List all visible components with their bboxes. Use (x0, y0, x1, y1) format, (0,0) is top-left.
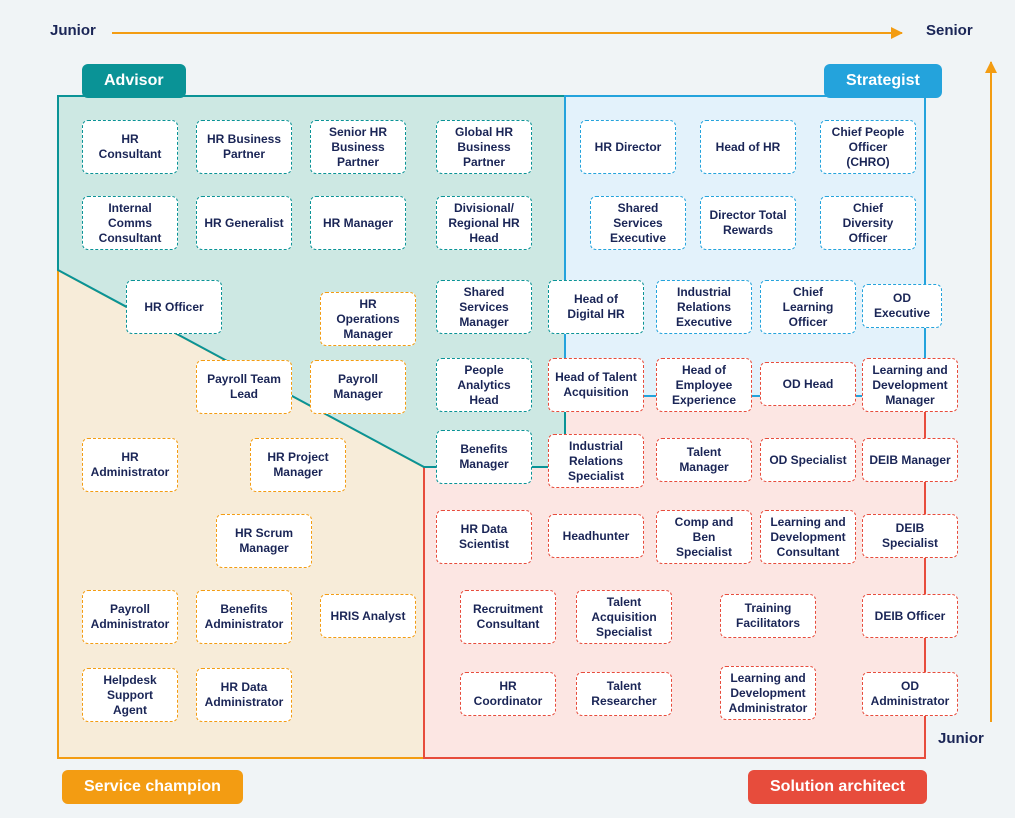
role-payroll-administrator: Payroll Administrator (82, 590, 178, 644)
role-industrial-relations-executive: Industrial Relations Executive (656, 280, 752, 334)
role-od-administrator: OD Administrator (862, 672, 958, 716)
role-training-facilitators: Training Facilitators (720, 594, 816, 638)
role-head-of-talent-acquisition: Head of Talent Acquisition (548, 358, 644, 412)
role-hr-scrum-manager: HR Scrum Manager (216, 514, 312, 568)
hr-careers-quadrant-diagram: Junior Senior Junior Advisor Strategist … (0, 0, 1015, 818)
role-hr-manager: HR Manager (310, 196, 406, 250)
role-hr-data-administrator: HR Data Administrator (196, 668, 292, 722)
role-learning-and-development-administrator: Learning and Development Administrator (720, 666, 816, 720)
role-benefits-administrator: Benefits Administrator (196, 590, 292, 644)
role-hr-director: HR Director (580, 120, 676, 174)
role-headhunter: Headhunter (548, 514, 644, 558)
role-learning-and-development-consultant: Learning and Development Consultant (760, 510, 856, 564)
role-internal-comms-consultant: Internal Comms Consultant (82, 196, 178, 250)
role-global-hr-business-partner: Global HR Business Partner (436, 120, 532, 174)
role-deib-specialist: DEIB Specialist (862, 514, 958, 558)
role-hr-consultant: HR Consultant (82, 120, 178, 174)
role-senior-hr-business-partner: Senior HR Business Partner (310, 120, 406, 174)
role-chief-people-officer-chro: Chief People Officer (CHRO) (820, 120, 916, 174)
quadrant-badge-service-champion: Service champion (62, 770, 243, 804)
role-hr-coordinator: HR Coordinator (460, 672, 556, 716)
role-hris-analyst: HRIS Analyst (320, 594, 416, 638)
role-payroll-manager: Payroll Manager (310, 360, 406, 414)
role-talent-manager: Talent Manager (656, 438, 752, 482)
role-chief-diversity-officer: Chief Diversity Officer (820, 196, 916, 250)
role-hr-data-scientist: HR Data Scientist (436, 510, 532, 564)
role-head-of-employee-experience: Head of Employee Experience (656, 358, 752, 412)
role-hr-officer: HR Officer (126, 280, 222, 334)
role-shared-services-executive: Shared Services Executive (590, 196, 686, 250)
role-talent-researcher: Talent Researcher (576, 672, 672, 716)
role-od-head: OD Head (760, 362, 856, 406)
quadrant-badge-strategist: Strategist (824, 64, 942, 98)
role-head-of-digital-hr: Head of Digital HR (548, 280, 644, 334)
role-recruitment-consultant: Recruitment Consultant (460, 590, 556, 644)
role-divisional-regional-hr-head: Divisional/ Regional HR Head (436, 196, 532, 250)
role-deib-manager: DEIB Manager (862, 438, 958, 482)
role-industrial-relations-specialist: Industrial Relations Specialist (548, 434, 644, 488)
role-hr-business-partner: HR Business Partner (196, 120, 292, 174)
role-learning-and-development-manager: Learning and Development Manager (862, 358, 958, 412)
quadrant-badge-advisor: Advisor (82, 64, 186, 98)
role-shared-services-manager: Shared Services Manager (436, 280, 532, 334)
role-people-analytics-head: People Analytics Head (436, 358, 532, 412)
role-payroll-team-lead: Payroll Team Lead (196, 360, 292, 414)
role-od-executive: OD Executive (862, 284, 942, 328)
role-hr-project-manager: HR Project Manager (250, 438, 346, 492)
quadrant-badge-solution-architect: Solution architect (748, 770, 927, 804)
role-comp-and-ben-specialist: Comp and Ben Specialist (656, 510, 752, 564)
role-hr-administrator: HR Administrator (82, 438, 178, 492)
role-od-specialist: OD Specialist (760, 438, 856, 482)
role-helpdesk-support-agent: Helpdesk Support Agent (82, 668, 178, 722)
role-deib-officer: DEIB Officer (862, 594, 958, 638)
role-chief-learning-officer: Chief Learning Officer (760, 280, 856, 334)
role-hr-operations-manager: HR Operations Manager (320, 292, 416, 346)
role-hr-generalist: HR Generalist (196, 196, 292, 250)
roles-layer: HR Consultant HR Business Partner Senior H… (0, 0, 1015, 818)
role-head-of-hr: Head of HR (700, 120, 796, 174)
role-benefits-manager: Benefits Manager (436, 430, 532, 484)
role-talent-acquisition-specialist: Talent Acquisition Specialist (576, 590, 672, 644)
role-director-total-rewards: Director Total Rewards (700, 196, 796, 250)
